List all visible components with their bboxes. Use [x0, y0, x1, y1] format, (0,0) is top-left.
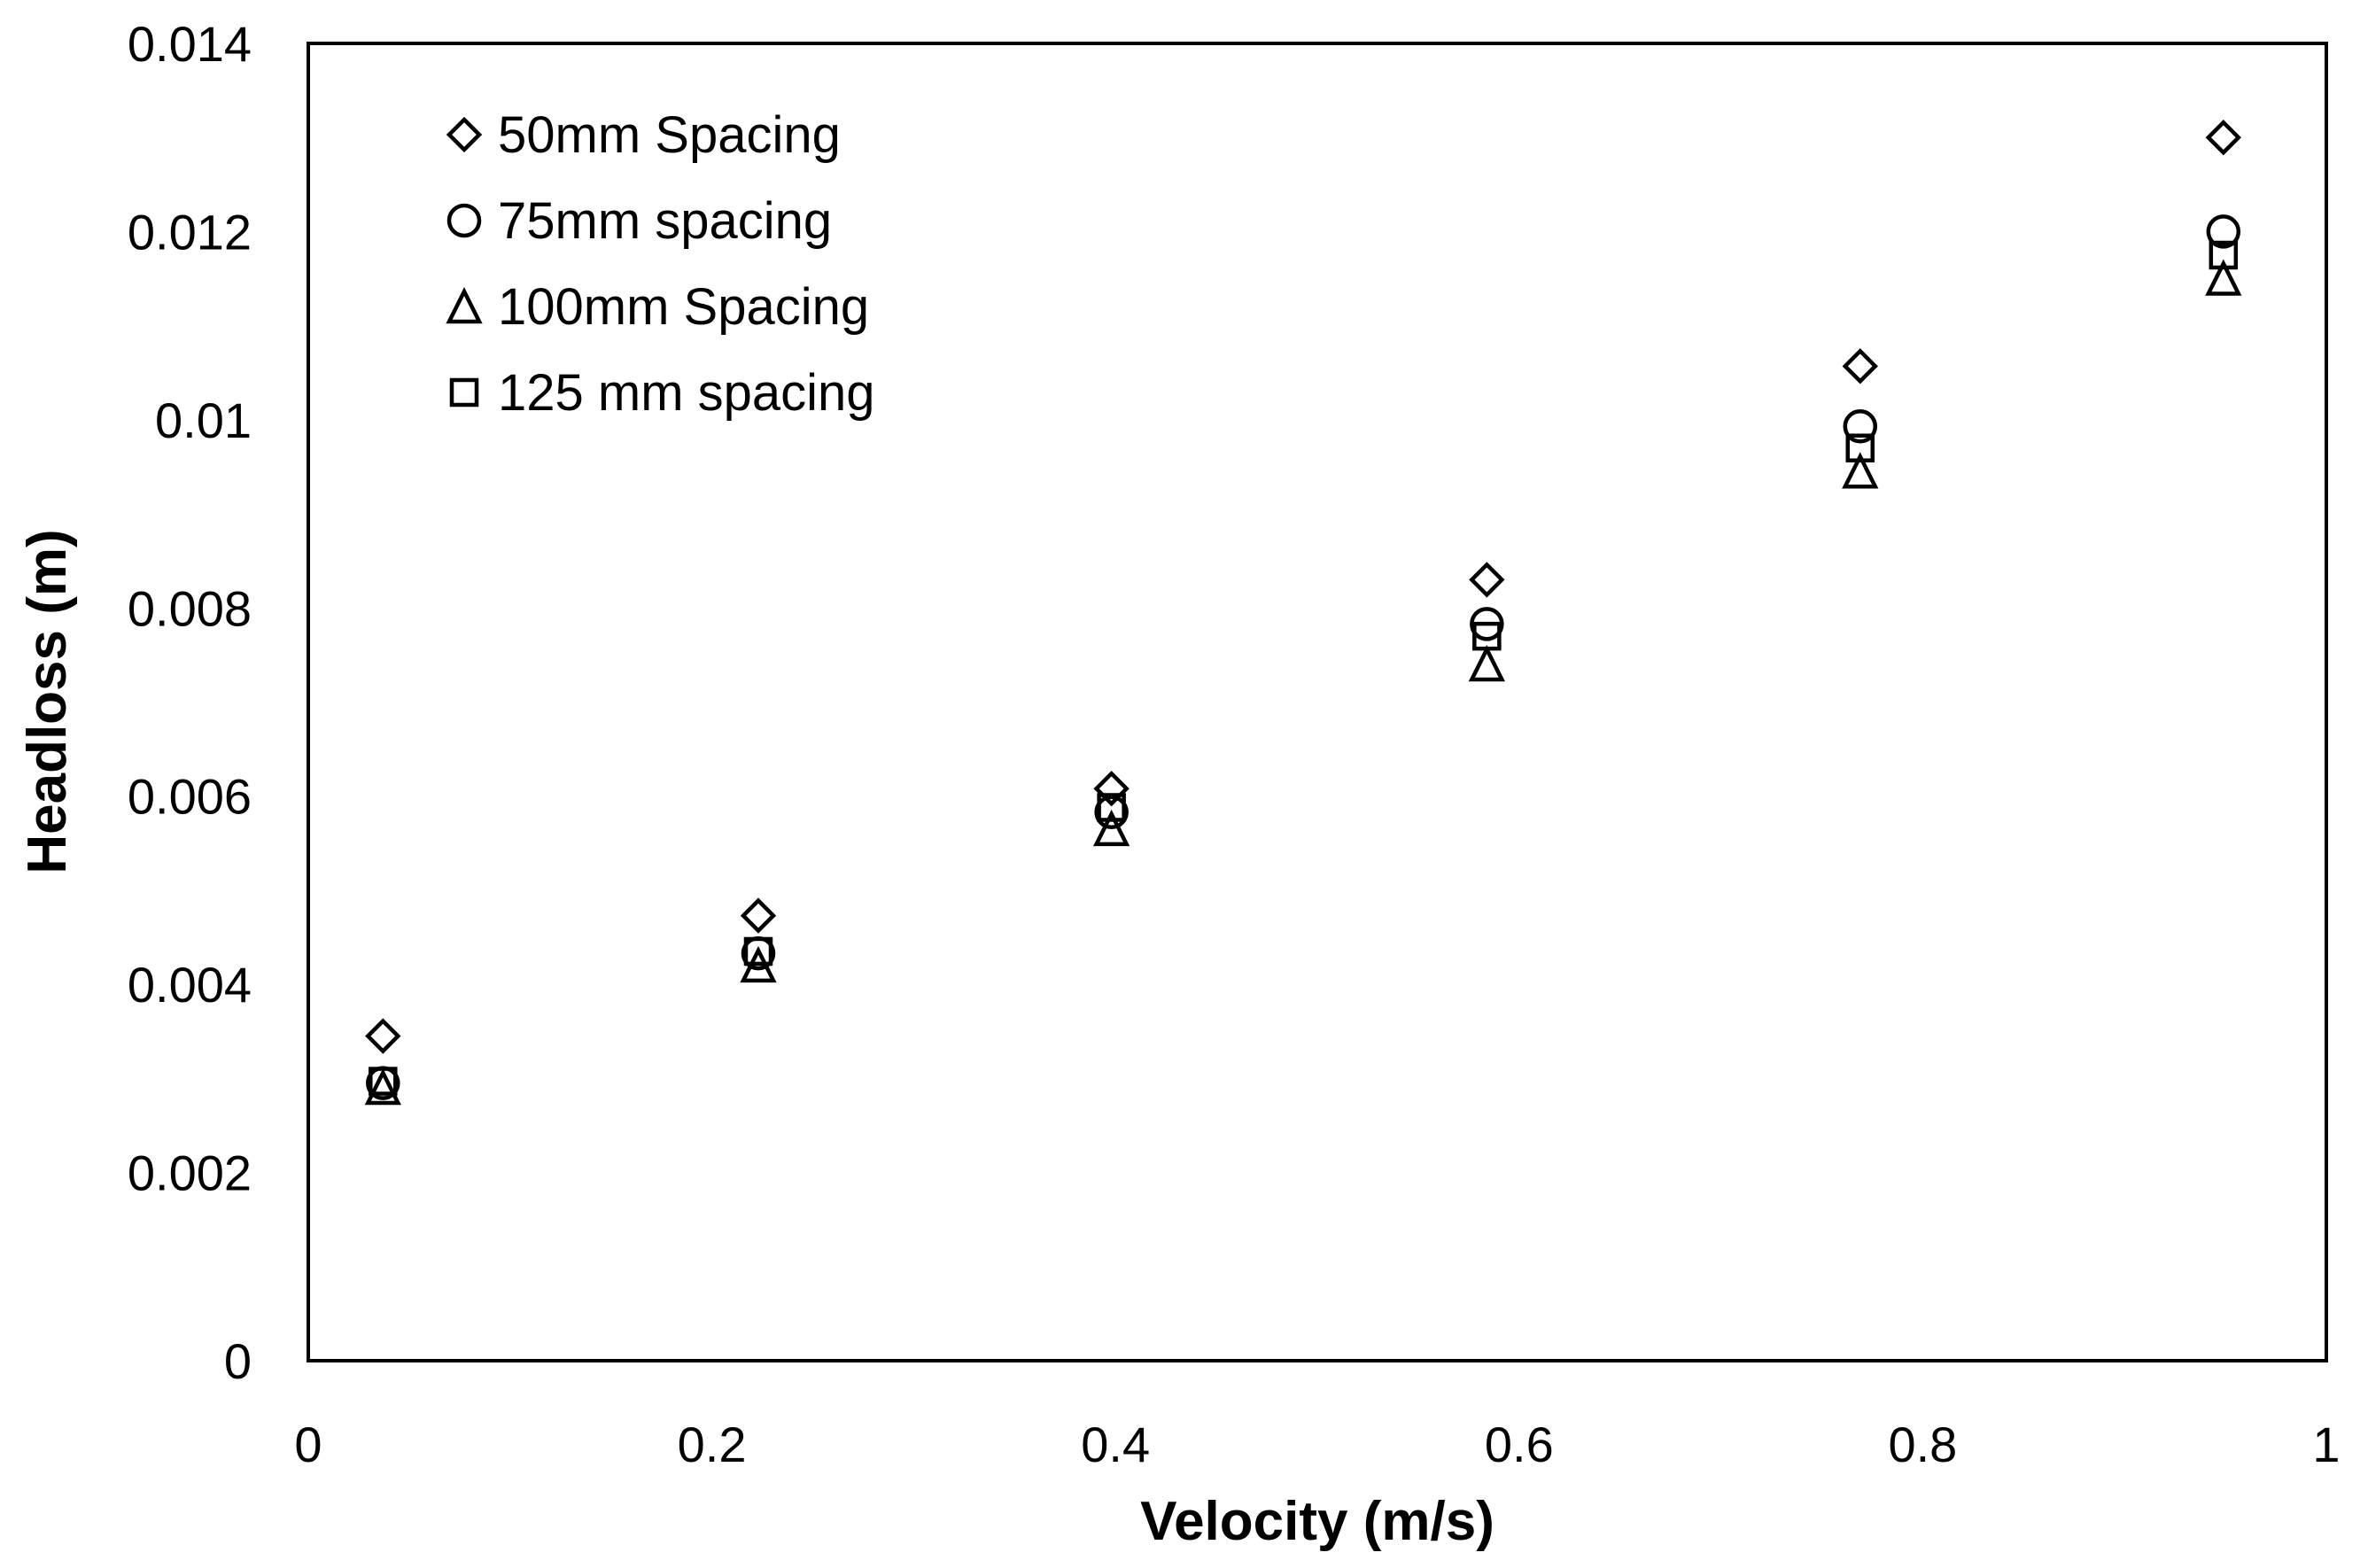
- data-point-square: [1097, 793, 1126, 822]
- legend: 50mm Spacing 75mm spacing 100mm Spacing 125…: [446, 106, 875, 422]
- data-point-triangle: [364, 1067, 401, 1106]
- legend-label: 125 mm spacing: [498, 364, 875, 422]
- y-tick-label: 0.008: [128, 580, 252, 636]
- legend-label: 75mm spacing: [498, 192, 832, 250]
- data-point-circle: [1843, 409, 1878, 444]
- data-points: [364, 120, 2242, 1106]
- data-point-diamond: [1093, 771, 1130, 807]
- data-point-triangle: [2205, 259, 2242, 296]
- legend-circle-icon: [446, 203, 482, 238]
- data-point-square: [369, 1067, 398, 1096]
- x-tick-label: 0: [294, 1417, 322, 1472]
- data-point-triangle: [1468, 644, 1505, 682]
- legend-item: 50mm Spacing: [446, 106, 841, 164]
- data-point-diamond: [1842, 348, 1878, 384]
- data-point-diamond: [365, 1018, 401, 1054]
- y-axis-ticks: 0 0.002 0.004 0.006 0.008 0.01 0.012 0.014: [128, 16, 252, 1389]
- data-point-triangle: [1842, 452, 1879, 489]
- y-tick-label: 0.004: [128, 957, 252, 1013]
- data-point-square: [2209, 240, 2239, 270]
- series-square: [369, 240, 2239, 1096]
- y-tick-label: 0.014: [128, 16, 252, 72]
- y-tick-label: 0: [224, 1333, 252, 1389]
- data-point-diamond: [1469, 562, 1505, 598]
- x-tick-label: 1: [2312, 1417, 2340, 1472]
- data-point-circle: [1470, 607, 1504, 641]
- data-point-diamond: [2205, 120, 2242, 156]
- legend-diamond-icon: [446, 116, 483, 153]
- y-tick-label: 0.006: [128, 769, 252, 825]
- data-point-circle: [2206, 214, 2241, 249]
- data-point-square: [743, 936, 773, 966]
- x-tick-label: 0.8: [1888, 1417, 1957, 1472]
- legend-label: 100mm Spacing: [498, 278, 869, 336]
- data-point-triangle: [1093, 809, 1130, 847]
- series-diamond: [365, 120, 2242, 1054]
- legend-item: 75mm spacing: [446, 192, 832, 250]
- y-axis-title: Headloss (m): [17, 529, 78, 873]
- data-point-circle: [1094, 795, 1129, 830]
- legend-square-icon: [449, 377, 479, 408]
- data-point-square: [1472, 621, 1502, 651]
- legend-item: 100mm Spacing: [446, 278, 869, 336]
- series-triangle: [364, 259, 2242, 1106]
- x-axis-title: Velocity (m/s): [1140, 1491, 1494, 1552]
- plot-frame: [307, 42, 2328, 1362]
- x-tick-label: 0.4: [1081, 1417, 1150, 1472]
- legend-triangle-icon: [446, 286, 483, 324]
- data-point-diamond: [740, 897, 777, 934]
- y-tick-label: 0.01: [155, 392, 252, 448]
- x-axis-ticks: 0 0.2 0.4 0.6 0.8 1: [294, 1417, 2340, 1472]
- x-tick-label: 0.2: [678, 1417, 747, 1472]
- series-circle: [366, 214, 2241, 1100]
- y-tick-label: 0.002: [128, 1145, 252, 1201]
- y-tick-label: 0.012: [128, 204, 252, 260]
- data-point-square: [1845, 433, 1875, 462]
- x-tick-label: 0.6: [1485, 1417, 1554, 1472]
- legend-label: 50mm Spacing: [498, 106, 841, 164]
- legend-item: 125 mm spacing: [449, 364, 875, 422]
